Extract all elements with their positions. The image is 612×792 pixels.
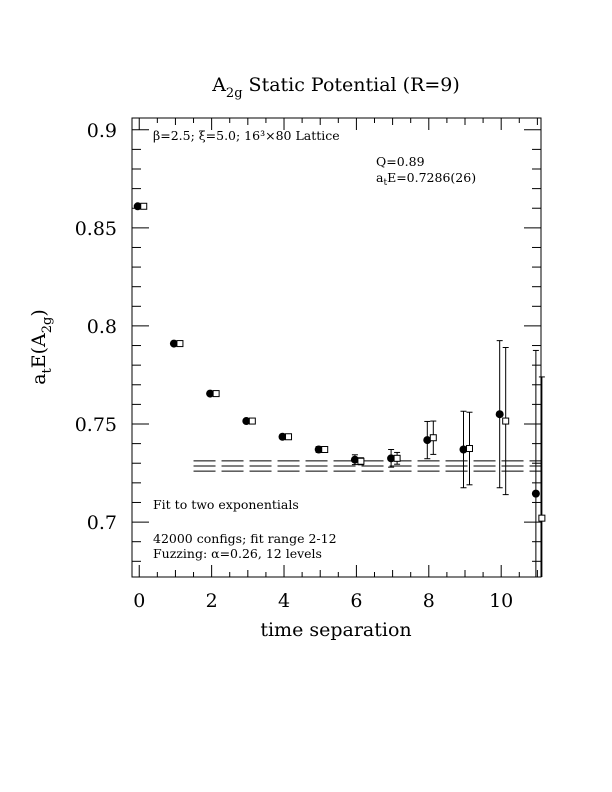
data-point-circle [459,445,468,454]
data-point-square [212,390,220,398]
fit-method-annotation: Fit to two exponentials [153,497,299,512]
data-point-circle [350,455,359,464]
data-point-circle [314,445,323,454]
data-point-square [393,454,401,462]
ticks-layer [132,118,541,577]
data-point-square [538,514,546,522]
data-point-square [321,446,329,453]
data-point-circle [423,436,432,445]
tick-labels-layer: 0 2 4 6 8 10 0.7 0.75 0.8 0.85 0.9 [75,120,514,612]
lattice-annotation: β=2.5; ξ=5.0; 16³×80 Lattice [153,128,340,143]
fit-energy-a: a [376,170,384,185]
data-point-circle [206,389,215,398]
chart-title-subscript: 2g [226,86,243,101]
configs-annotation: 42000 configs; fit range 2-12 [153,531,337,546]
chart-title-rest: Static Potential (R=9) [243,74,460,96]
y-tick-label: 0.8 [87,316,117,338]
data-point-circle [387,454,396,463]
data-point-circle [169,339,178,348]
x-tick-label: 4 [278,590,290,612]
fit-energy-annotation: atE=0.7286(26) [376,170,476,188]
plot-frame [131,117,542,578]
q-annotation: Q=0.89 [376,154,425,169]
y-axis-label-e: E(A [28,333,50,368]
data-point-circle [278,432,287,441]
fit-layer [193,460,541,472]
y-tick-label: 0.85 [75,218,117,240]
x-axis-label: time separation [260,619,411,641]
data-point-square [176,340,184,348]
fit-energy-t: t [383,178,387,188]
fuzzing-annotation: Fuzzing: α=0.26, 12 levels [153,546,322,561]
y-axis-label-a: a [28,373,50,384]
data-point-square [502,417,510,425]
y-axis-label-t: t [40,367,55,373]
data-point-square [357,457,365,465]
data-point-circle [133,202,142,211]
y-axis-label: atE(A2g) [28,309,55,385]
data-point-square [248,417,256,425]
x-tick-label: 10 [489,590,513,612]
y-axis-label-close: ) [28,309,50,316]
fit-energy-rest: E=0.7286(26) [387,170,476,185]
markers-layer [133,202,546,522]
chart-title-main: A [211,74,226,96]
x-tick-label: 8 [423,590,435,612]
x-tick-label: 2 [206,590,218,612]
data-point-square [140,202,148,210]
data-point-circle [495,410,504,419]
y-tick-label: 0.7 [87,512,117,534]
data-point-square [429,434,437,442]
data-point-circle [531,489,540,498]
y-tick-label: 0.9 [87,120,117,142]
data-point-square [465,445,473,453]
x-tick-label: 6 [350,590,362,612]
x-tick-label: 0 [133,590,145,612]
data-point-circle [242,417,251,426]
chart-title: A2g Static Potential (R=9) [211,74,460,101]
y-axis-label-sub: 2g [40,317,55,334]
data-point-square [285,433,293,441]
y-tick-label: 0.75 [75,414,117,436]
